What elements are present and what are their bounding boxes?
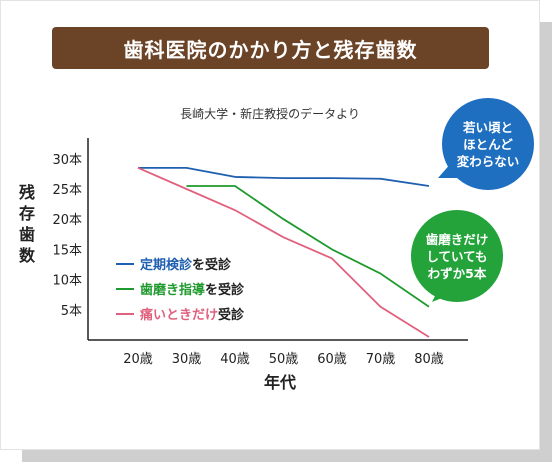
bubble-text-line: 歯磨きだけ bbox=[426, 232, 489, 247]
chart-subtitle: 長崎大学・新庄教授のデータより bbox=[180, 106, 360, 121]
x-axis-title: 年代 bbox=[264, 373, 296, 392]
y-axis-title-char: 数 bbox=[19, 246, 36, 265]
y-tick-label: 20本 bbox=[52, 213, 82, 228]
legend-label: 定期検診を受診 bbox=[139, 257, 232, 273]
x-tick-label: 40歳 bbox=[220, 352, 250, 367]
legend-label: 歯磨き指導を受診 bbox=[140, 282, 245, 298]
x-tick-label: 70歳 bbox=[366, 352, 396, 367]
legend-suffix: 受診 bbox=[218, 307, 245, 323]
series-lines bbox=[137, 166, 430, 338]
page-title: 歯科医院のかかり方と残存歯数 bbox=[123, 37, 418, 62]
y-axis-title-char: 残 bbox=[19, 183, 35, 202]
y-tick-label: 5本 bbox=[61, 304, 82, 319]
y-axis-title-char: 歯 bbox=[19, 225, 35, 244]
y-axis-title-char: 存 bbox=[19, 204, 35, 223]
bubble-text-line: わずか5本 bbox=[428, 266, 487, 281]
legend-series-name: 歯磨き指導 bbox=[140, 282, 205, 298]
series-line-3 bbox=[137, 167, 430, 338]
bubble-text-line: していても bbox=[426, 249, 487, 264]
legend-suffix: を受診 bbox=[205, 282, 245, 298]
title-banner: 歯科医院のかかり方と残存歯数 bbox=[52, 27, 489, 69]
y-tick-label: 30本 bbox=[52, 153, 82, 168]
bubble-text-line: 若い頃と bbox=[462, 120, 513, 135]
y-tick-label: 10本 bbox=[52, 274, 82, 289]
x-tick-label: 60歳 bbox=[317, 352, 347, 367]
y-tick-label: 25本 bbox=[52, 183, 82, 198]
series-line-2 bbox=[186, 185, 430, 308]
x-tick-label: 20歳 bbox=[123, 352, 153, 367]
x-tick-label: 30歳 bbox=[172, 352, 202, 367]
y-tick-labels: 30本 25本 20本 15本 10本 5本 bbox=[52, 153, 82, 319]
bubble-text-line: 変わらない bbox=[457, 154, 520, 169]
legend-series-name: 定期検診 bbox=[139, 257, 193, 273]
x-tick-labels: 20歳 30歳 40歳 50歳 60歳 70歳 80歳 bbox=[123, 352, 444, 367]
bubble-text-line: ほとんど bbox=[463, 137, 513, 152]
series-line-1 bbox=[138, 166, 430, 187]
x-tick-label: 50歳 bbox=[269, 352, 299, 367]
legend-suffix: を受診 bbox=[192, 257, 232, 273]
y-axis-title: 残存歯数 bbox=[19, 183, 36, 265]
bubble-circle bbox=[442, 98, 534, 190]
x-tick-label: 80歳 bbox=[414, 352, 444, 367]
legend-label: 痛いときだけ受診 bbox=[139, 307, 245, 323]
y-tick-label: 15本 bbox=[52, 243, 82, 258]
legend-series-name: 痛いときだけ bbox=[139, 307, 218, 323]
bubble-circle bbox=[411, 210, 503, 302]
